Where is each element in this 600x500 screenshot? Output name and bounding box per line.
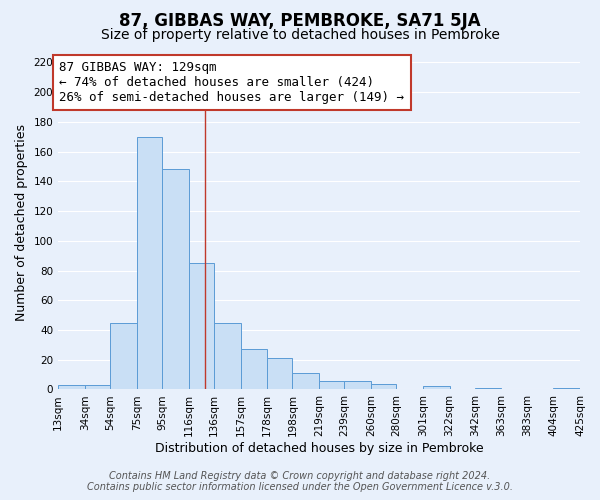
Bar xyxy=(423,386,449,390)
Text: 87, GIBBAS WAY, PEMBROKE, SA71 5JA: 87, GIBBAS WAY, PEMBROKE, SA71 5JA xyxy=(119,12,481,30)
X-axis label: Distribution of detached houses by size in Pembroke: Distribution of detached houses by size … xyxy=(155,442,484,455)
Bar xyxy=(137,137,162,390)
Bar xyxy=(475,388,502,390)
Bar xyxy=(214,322,241,390)
Bar xyxy=(267,358,292,390)
Bar xyxy=(188,263,214,390)
Bar xyxy=(58,385,85,390)
Text: Contains HM Land Registry data © Crown copyright and database right 2024.
Contai: Contains HM Land Registry data © Crown c… xyxy=(87,471,513,492)
Bar xyxy=(371,384,397,390)
Bar xyxy=(110,322,137,390)
Bar xyxy=(85,385,110,390)
Text: Size of property relative to detached houses in Pembroke: Size of property relative to detached ho… xyxy=(101,28,499,42)
Bar xyxy=(319,380,344,390)
Y-axis label: Number of detached properties: Number of detached properties xyxy=(15,124,28,320)
Bar xyxy=(241,350,267,390)
Bar xyxy=(162,170,188,390)
Bar xyxy=(292,373,319,390)
Text: 87 GIBBAS WAY: 129sqm
← 74% of detached houses are smaller (424)
26% of semi-det: 87 GIBBAS WAY: 129sqm ← 74% of detached … xyxy=(59,61,404,104)
Bar xyxy=(553,388,580,390)
Bar xyxy=(344,380,371,390)
